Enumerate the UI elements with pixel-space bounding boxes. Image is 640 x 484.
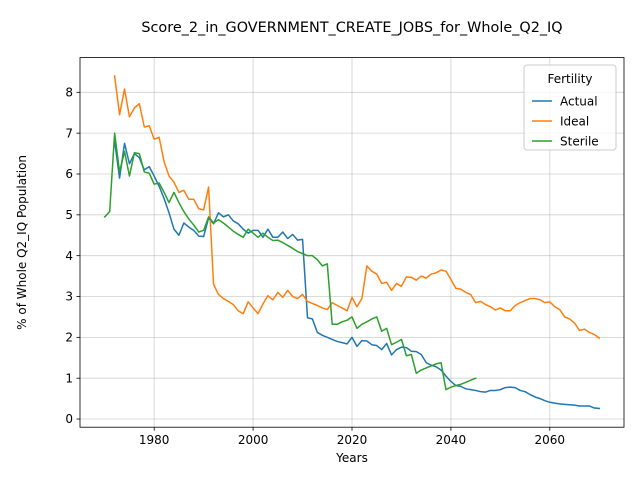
y-tick-label: 8 [65, 86, 73, 100]
y-tick-label: 7 [65, 126, 73, 140]
series-line-actual [113, 140, 601, 410]
y-tick-label: 1 [65, 371, 73, 385]
x-tick-label: 2000 [238, 433, 269, 447]
x-tick-label: 1980 [139, 433, 170, 447]
y-tick-label: 3 [65, 290, 73, 304]
legend-box [523, 64, 617, 151]
series-lines [103, 75, 601, 410]
legend-label-actual: Actual [560, 94, 598, 108]
y-tick-label: 4 [65, 249, 73, 263]
x-tick-label: 2060 [535, 433, 566, 447]
x-axis-label: Years [335, 451, 368, 465]
y-axis-label: % of Whole Q2_IQ Population [15, 155, 29, 330]
series-line-sterile [103, 132, 477, 391]
axis-ticks: 1980 2000 2020 2040 2060 0 1 2 3 4 5 6 7 8 [65, 86, 565, 448]
series-line-ideal [113, 75, 601, 340]
x-tick-label: 2020 [337, 433, 368, 447]
legend-entries: Actual Ideal Sterile [532, 94, 599, 148]
legend-label-ideal: Ideal [560, 114, 589, 128]
legend-title: Fertility [547, 72, 592, 86]
chart-title: Score_2_in_GOVERNMENT_CREATE_JOBS_for_Wh… [141, 20, 562, 36]
legend-label-sterile: Sterile [560, 134, 599, 148]
y-tick-label: 0 [65, 412, 73, 426]
y-tick-label: 2 [65, 331, 73, 345]
legend: Fertility Actual Ideal Sterile [523, 64, 617, 151]
x-tick-label: 2040 [436, 433, 467, 447]
y-tick-label: 6 [65, 167, 73, 181]
y-tick-label: 5 [65, 208, 73, 222]
